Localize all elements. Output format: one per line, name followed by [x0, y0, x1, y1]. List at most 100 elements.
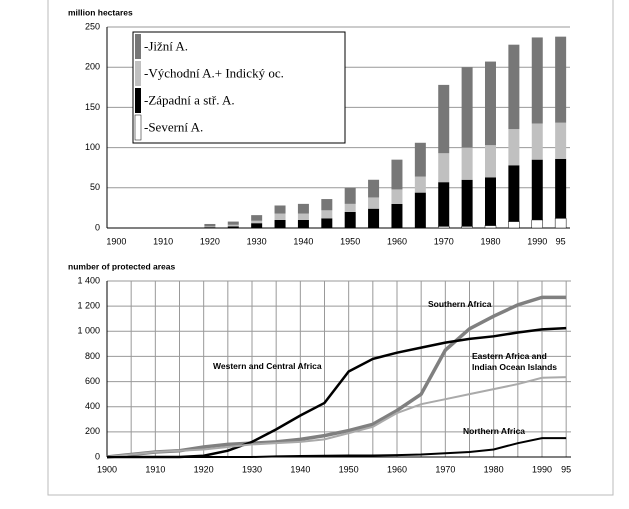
bar-segment: [321, 218, 333, 228]
bar-segment: [227, 224, 239, 227]
bar-segment: [414, 176, 426, 193]
x-tick-label: 1940: [290, 464, 310, 474]
x-tick-label: 1930: [247, 236, 267, 246]
x-tick-label: 1910: [153, 236, 173, 246]
x-tick-label: 1990: [527, 236, 547, 246]
frame: [47, 0, 614, 496]
x-tick-label: 1980: [480, 236, 500, 246]
y-axis-label: million hectares: [68, 7, 133, 17]
line-series: [107, 437, 567, 458]
bar-segment: [438, 153, 450, 183]
y-tick-label: 150: [85, 102, 100, 112]
y-tick-label: 100: [85, 142, 100, 152]
bar-segment: [484, 61, 496, 146]
y-tick-label: 250: [85, 21, 100, 31]
x-tick-label: 1910: [145, 464, 165, 474]
x-tick-label: 1970: [434, 236, 454, 246]
bar-segment: [251, 215, 263, 221]
bar-segment: [227, 226, 239, 228]
bar-segment: [508, 129, 520, 166]
y-tick-label: 1 200: [77, 301, 100, 311]
bar-segment: [461, 147, 473, 180]
bar-segment: [461, 226, 473, 229]
legend-label: -Západní a stř. A.: [144, 92, 235, 107]
x-tick-label: 95: [561, 464, 571, 474]
legend-label: -Jižní A.: [144, 38, 188, 53]
y-tick-label: 1 000: [77, 326, 100, 336]
bar-segment: [204, 227, 216, 228]
line-series: [107, 326, 567, 459]
bar-segment: [274, 219, 286, 228]
bar-segment: [484, 145, 496, 178]
bar-segment: [508, 165, 520, 222]
x-tick-label: 1920: [194, 464, 214, 474]
x-tick-label: 1930: [242, 464, 262, 474]
bar-segment: [438, 84, 450, 154]
bar-segment: [251, 223, 263, 228]
bar-segment: [344, 187, 356, 204]
x-tick-label: 1900: [106, 236, 126, 246]
y-tick-label: 50: [90, 182, 100, 192]
series-label: Southern Africa: [428, 299, 492, 309]
series-label: Northern Africa: [463, 426, 526, 436]
bar-segment: [437, 226, 450, 229]
bar-segment: [344, 203, 356, 212]
bar-segment: [368, 179, 380, 198]
x-tick-label: 1970: [435, 464, 455, 474]
bar-segment: [344, 211, 356, 228]
bar-segment: [531, 219, 544, 229]
bar-segment: [297, 219, 309, 228]
bar-segment: [484, 225, 497, 229]
bar-segment: [204, 226, 216, 228]
bar-segment: [274, 205, 286, 214]
y-axis-label: number of protected areas: [68, 261, 175, 271]
bar-segment: [391, 159, 403, 190]
y-tick-label: 600: [85, 376, 100, 386]
bar-segment: [555, 122, 567, 159]
bar-segment: [414, 192, 426, 228]
bar-segment: [438, 182, 450, 227]
bar-segment: [391, 189, 403, 204]
bar-segment: [484, 177, 496, 226]
series-label: Eastern Africa and Indian Ocean Islands: [472, 351, 558, 372]
legend-swatch: [135, 61, 141, 86]
bar-segment: [554, 218, 567, 229]
bar-segment: [321, 210, 333, 219]
bar-segment: [508, 221, 520, 229]
y-tick-label: 200: [85, 62, 100, 72]
bar-segment: [461, 67, 473, 148]
bar-segment: [368, 197, 380, 209]
bar-segment: [227, 221, 239, 225]
legend-label: -Severní A.: [144, 119, 203, 134]
y-tick-label: 1 400: [77, 275, 100, 285]
bar-segment: [297, 213, 309, 220]
y-tick-label: 200: [85, 426, 100, 436]
x-tick-label: 1920: [200, 236, 220, 246]
y-tick-label: 0: [95, 451, 100, 461]
bar-segment: [321, 199, 333, 211]
x-tick-label: 1950: [339, 464, 359, 474]
bar-segment: [391, 203, 403, 228]
legend-swatch: [134, 114, 142, 141]
x-tick-label: 1950: [340, 236, 360, 246]
y-tick-label: 800: [85, 351, 100, 361]
x-tick-label: 1940: [293, 236, 313, 246]
x-tick-label: 95: [556, 236, 566, 246]
series-label: Western and Central Africa: [213, 361, 322, 371]
y-tick-label: 400: [85, 401, 100, 411]
bar-segment: [531, 159, 543, 220]
legend-swatch: [135, 34, 141, 59]
x-tick-label: 1900: [97, 464, 117, 474]
x-tick-label: 1990: [532, 464, 552, 474]
bar-segment: [531, 123, 543, 160]
bar-segment: [414, 142, 426, 177]
bar-segment: [368, 208, 380, 228]
legend-label: -Východní A.+ Indický oc.: [144, 65, 284, 80]
y-tick-label: 0: [95, 222, 100, 232]
legend-box: [132, 31, 346, 144]
line-series: [106, 376, 567, 458]
bar-segment: [297, 203, 309, 214]
bar-segment: [555, 36, 567, 123]
